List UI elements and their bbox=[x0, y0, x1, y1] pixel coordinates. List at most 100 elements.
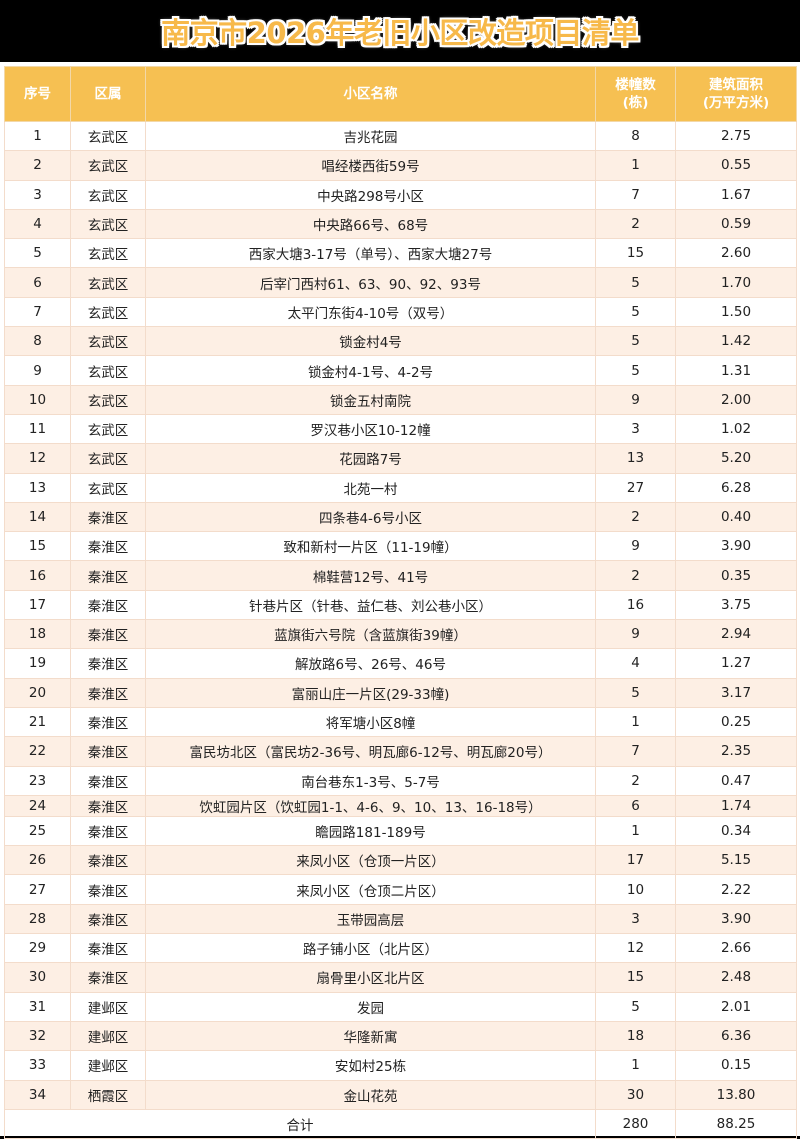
col-name-cell: 发园 bbox=[145, 991, 596, 1022]
header-text: 区属 bbox=[94, 86, 122, 102]
col-area-cell: 0.40 bbox=[675, 501, 797, 533]
col-name-cell: 饮虹园片区（饮虹园1-1、4-6、9、10、13、16-18号） bbox=[145, 794, 596, 817]
col-name-cell: 致和新村一片区（11-19幢） bbox=[145, 531, 596, 562]
col-index-cell: 30 bbox=[4, 962, 71, 993]
col-district-cell: 秦淮区 bbox=[70, 619, 146, 650]
col-district-cell: 秦淮区 bbox=[70, 677, 146, 708]
col-area-cell: 0.59 bbox=[675, 208, 797, 240]
table-row: 33 建邺区 安如村25栋 1 0.15 bbox=[4, 1050, 797, 1081]
col-area-cell: 1.42 bbox=[675, 326, 797, 357]
col-name-cell: 路子铺小区（北片区） bbox=[145, 933, 596, 964]
col-area-cell: 1.70 bbox=[675, 267, 797, 298]
table-row: 2 玄武区 唱经楼西街59号 1 0.55 bbox=[4, 150, 797, 181]
table-row: 14 秦淮区 四条巷4-6号小区 2 0.40 bbox=[4, 501, 797, 533]
col-district-cell: 秦淮区 bbox=[70, 962, 146, 993]
col-district-cell: 秦淮区 bbox=[70, 736, 146, 767]
col-area-cell: 1.50 bbox=[675, 296, 797, 328]
col-area-cell: 6.36 bbox=[675, 1020, 797, 1052]
col-district-cell: 秦淮区 bbox=[70, 794, 146, 817]
col-district-cell: 玄武区 bbox=[70, 296, 146, 328]
col-buildings-cell: 2 bbox=[595, 765, 676, 796]
col-index-cell: 26 bbox=[4, 845, 71, 876]
table-row: 25 秦淮区 瞻园路181-189号 1 0.34 bbox=[4, 815, 797, 847]
col-area-cell: 2.48 bbox=[675, 962, 797, 993]
col-buildings-cell: 1 bbox=[595, 150, 676, 181]
col-area-cell: 1.31 bbox=[675, 355, 797, 386]
col-buildings-cell: 5 bbox=[595, 296, 676, 328]
col-district-cell: 秦淮区 bbox=[70, 874, 146, 905]
col-buildings-cell: 5 bbox=[595, 677, 676, 708]
col-district-cell: 玄武区 bbox=[70, 355, 146, 386]
header-col-name: 小区名称 bbox=[145, 66, 596, 122]
col-buildings-cell: 3 bbox=[595, 413, 676, 445]
total-row: 合计 280 88.25 bbox=[4, 1108, 797, 1139]
col-index-cell: 2 bbox=[4, 150, 71, 181]
col-buildings-cell: 1 bbox=[595, 706, 676, 738]
col-district-cell: 秦淮区 bbox=[70, 845, 146, 876]
col-index-cell: 11 bbox=[4, 413, 71, 445]
col-index-cell: 23 bbox=[4, 765, 71, 796]
table-row: 19 秦淮区 解放路6号、26号、46号 4 1.27 bbox=[4, 648, 797, 679]
col-name-cell: 唱经楼西街59号 bbox=[145, 150, 596, 181]
col-index-cell: 27 bbox=[4, 874, 71, 905]
col-buildings-cell: 5 bbox=[595, 991, 676, 1022]
col-index-cell: 29 bbox=[4, 933, 71, 964]
col-area-cell: 1.27 bbox=[675, 648, 797, 679]
col-index-cell: 10 bbox=[4, 384, 71, 415]
col-buildings-cell: 15 bbox=[595, 238, 676, 269]
table-row: 1 玄武区 吉兆花园 8 2.75 bbox=[4, 120, 797, 152]
header-text: 楼幢数 bbox=[615, 77, 656, 93]
table-header: 序号 区属 小区名称 楼幢数 (栋) 建筑面积 (万平方米) bbox=[4, 66, 797, 122]
col-name-cell: 北苑一村 bbox=[145, 472, 596, 503]
col-name-cell: 富民坊北区（富民坊2-36号、明瓦廊6-12号、明瓦廊20号） bbox=[145, 736, 596, 767]
col-district-cell: 玄武区 bbox=[70, 150, 146, 181]
table-row: 30 秦淮区 扇骨里小区北片区 15 2.48 bbox=[4, 962, 797, 993]
table-row: 4 玄武区 中央路66号、68号 2 0.59 bbox=[4, 208, 797, 240]
col-district-cell: 栖霞区 bbox=[70, 1079, 146, 1110]
header-text: 序号 bbox=[24, 86, 51, 102]
col-index-cell: 20 bbox=[4, 677, 71, 708]
col-buildings-cell: 9 bbox=[595, 619, 676, 650]
col-district-cell: 玄武区 bbox=[70, 443, 146, 474]
table-row: 11 玄武区 罗汉巷小区10-12幢 3 1.02 bbox=[4, 413, 797, 445]
col-index-cell: 8 bbox=[4, 326, 71, 357]
header-text: (万平方米) bbox=[702, 95, 770, 111]
col-name-cell: 吉兆花园 bbox=[145, 120, 596, 152]
col-name-cell: 四条巷4-6号小区 bbox=[145, 501, 596, 533]
col-name-cell: 太平门东街4-10号（双号） bbox=[145, 296, 596, 328]
col-buildings-cell: 18 bbox=[595, 1020, 676, 1052]
col-district-cell: 玄武区 bbox=[70, 179, 146, 210]
col-buildings-cell: 9 bbox=[595, 384, 676, 415]
col-index-cell: 22 bbox=[4, 736, 71, 767]
col-district-cell: 秦淮区 bbox=[70, 648, 146, 679]
col-name-cell: 解放路6号、26号、46号 bbox=[145, 648, 596, 679]
col-area-cell: 2.60 bbox=[675, 238, 797, 269]
table-row: 29 秦淮区 路子铺小区（北片区） 12 2.66 bbox=[4, 933, 797, 964]
col-area-cell: 2.66 bbox=[675, 933, 797, 964]
col-name-cell: 来凤小区（仓顶二片区） bbox=[145, 874, 596, 905]
col-area-cell: 0.25 bbox=[675, 706, 797, 738]
col-area-cell: 13.80 bbox=[675, 1079, 797, 1110]
col-district-cell: 玄武区 bbox=[70, 208, 146, 240]
col-buildings-cell: 5 bbox=[595, 355, 676, 386]
col-index-cell: 24 bbox=[4, 794, 71, 817]
col-buildings-cell: 2 bbox=[595, 501, 676, 533]
col-name-cell: 扇骨里小区北片区 bbox=[145, 962, 596, 993]
col-district-cell: 玄武区 bbox=[70, 384, 146, 415]
col-area-cell: 1.74 bbox=[675, 794, 797, 817]
col-district-cell: 秦淮区 bbox=[70, 903, 146, 935]
col-buildings-cell: 5 bbox=[595, 267, 676, 298]
table-row: 22 秦淮区 富民坊北区（富民坊2-36号、明瓦廊6-12号、明瓦廊20号） 7 2.3… bbox=[4, 736, 797, 767]
col-district-cell: 建邺区 bbox=[70, 991, 146, 1022]
table-row: 34 栖霞区 金山花苑 30 13.80 bbox=[4, 1079, 797, 1110]
col-area-cell: 6.28 bbox=[675, 472, 797, 503]
table-row: 6 玄武区 后宰门西村61、63、90、92、93号 5 1.70 bbox=[4, 267, 797, 298]
col-district-cell: 玄武区 bbox=[70, 267, 146, 298]
table-row: 23 秦淮区 南台巷东1-3号、5-7号 2 0.47 bbox=[4, 765, 797, 796]
col-buildings-cell: 10 bbox=[595, 874, 676, 905]
table-row: 10 玄武区 锁金五村南院 9 2.00 bbox=[4, 384, 797, 415]
page-title: 南京市2026年老旧小区改造项目清单 bbox=[161, 16, 639, 50]
col-index-cell: 19 bbox=[4, 648, 71, 679]
col-buildings-cell: 2 bbox=[595, 208, 676, 240]
col-district-cell: 玄武区 bbox=[70, 413, 146, 445]
